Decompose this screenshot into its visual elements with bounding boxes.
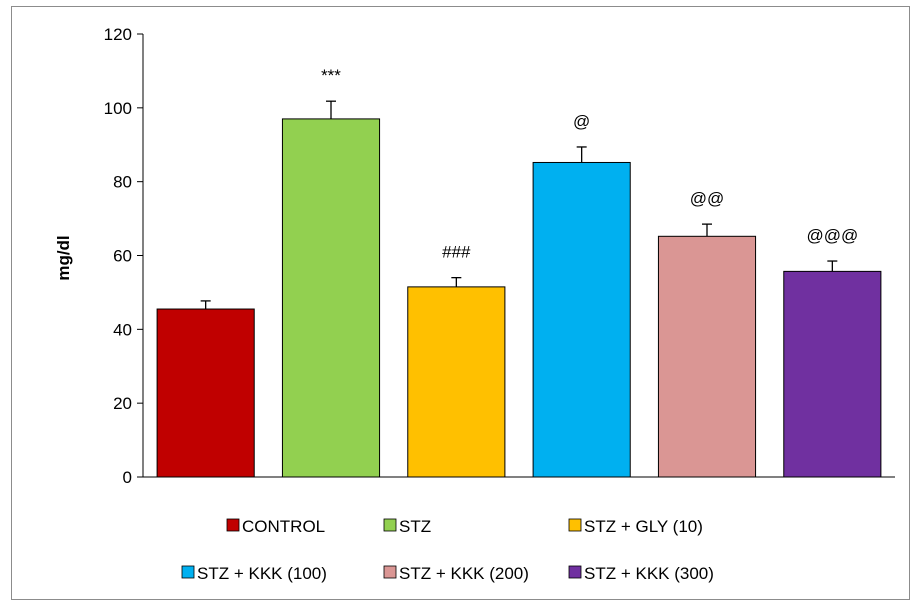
legend-swatch: [383, 518, 397, 532]
legend-swatch: [181, 565, 195, 579]
bar: [407, 286, 506, 478]
significance-label: ###: [442, 243, 471, 262]
significance-label: @@@: [806, 226, 858, 245]
bars: [156, 118, 882, 478]
chart-frame: [11, 6, 910, 600]
legend-swatch: [568, 518, 582, 532]
y-tick-label: 60: [113, 247, 132, 266]
significance-label: @: [573, 112, 590, 131]
significance-label: @@: [690, 189, 725, 208]
y-axis-ticks: 0 20 40 60 80 100 120: [104, 25, 143, 487]
y-axis-label: mg/dl: [54, 235, 73, 280]
y-tick-label: 80: [113, 173, 132, 192]
legend-label: STZ + GLY (10): [584, 517, 703, 536]
bar: [532, 161, 631, 478]
bar: [281, 118, 381, 478]
significance-labels: ***###@@@@@@: [321, 66, 858, 261]
legend-swatch: [226, 518, 240, 532]
y-tick-label: 20: [113, 394, 132, 413]
y-tick-label: 0: [123, 468, 132, 487]
y-tick-label: 40: [113, 320, 132, 339]
legend-swatch: [568, 565, 582, 579]
legend-label: STZ: [399, 517, 431, 536]
error-bars: [200, 100, 838, 310]
y-tick-label: 120: [104, 25, 132, 44]
legend-label: STZ + KKK (100): [197, 564, 327, 583]
legend-label: CONTROL: [242, 517, 325, 536]
significance-label: ***: [321, 66, 341, 85]
bar: [657, 235, 757, 478]
legend-swatch: [383, 565, 397, 579]
bar: [156, 308, 255, 478]
legend-label: STZ + KKK (200): [399, 564, 529, 583]
legend-label: STZ + KKK (300): [584, 564, 714, 583]
bar: [783, 270, 882, 478]
y-tick-label: 100: [104, 99, 132, 118]
legend: CONTROL STZ STZ + GLY (10) STZ + KKK (100) S…: [181, 517, 714, 583]
